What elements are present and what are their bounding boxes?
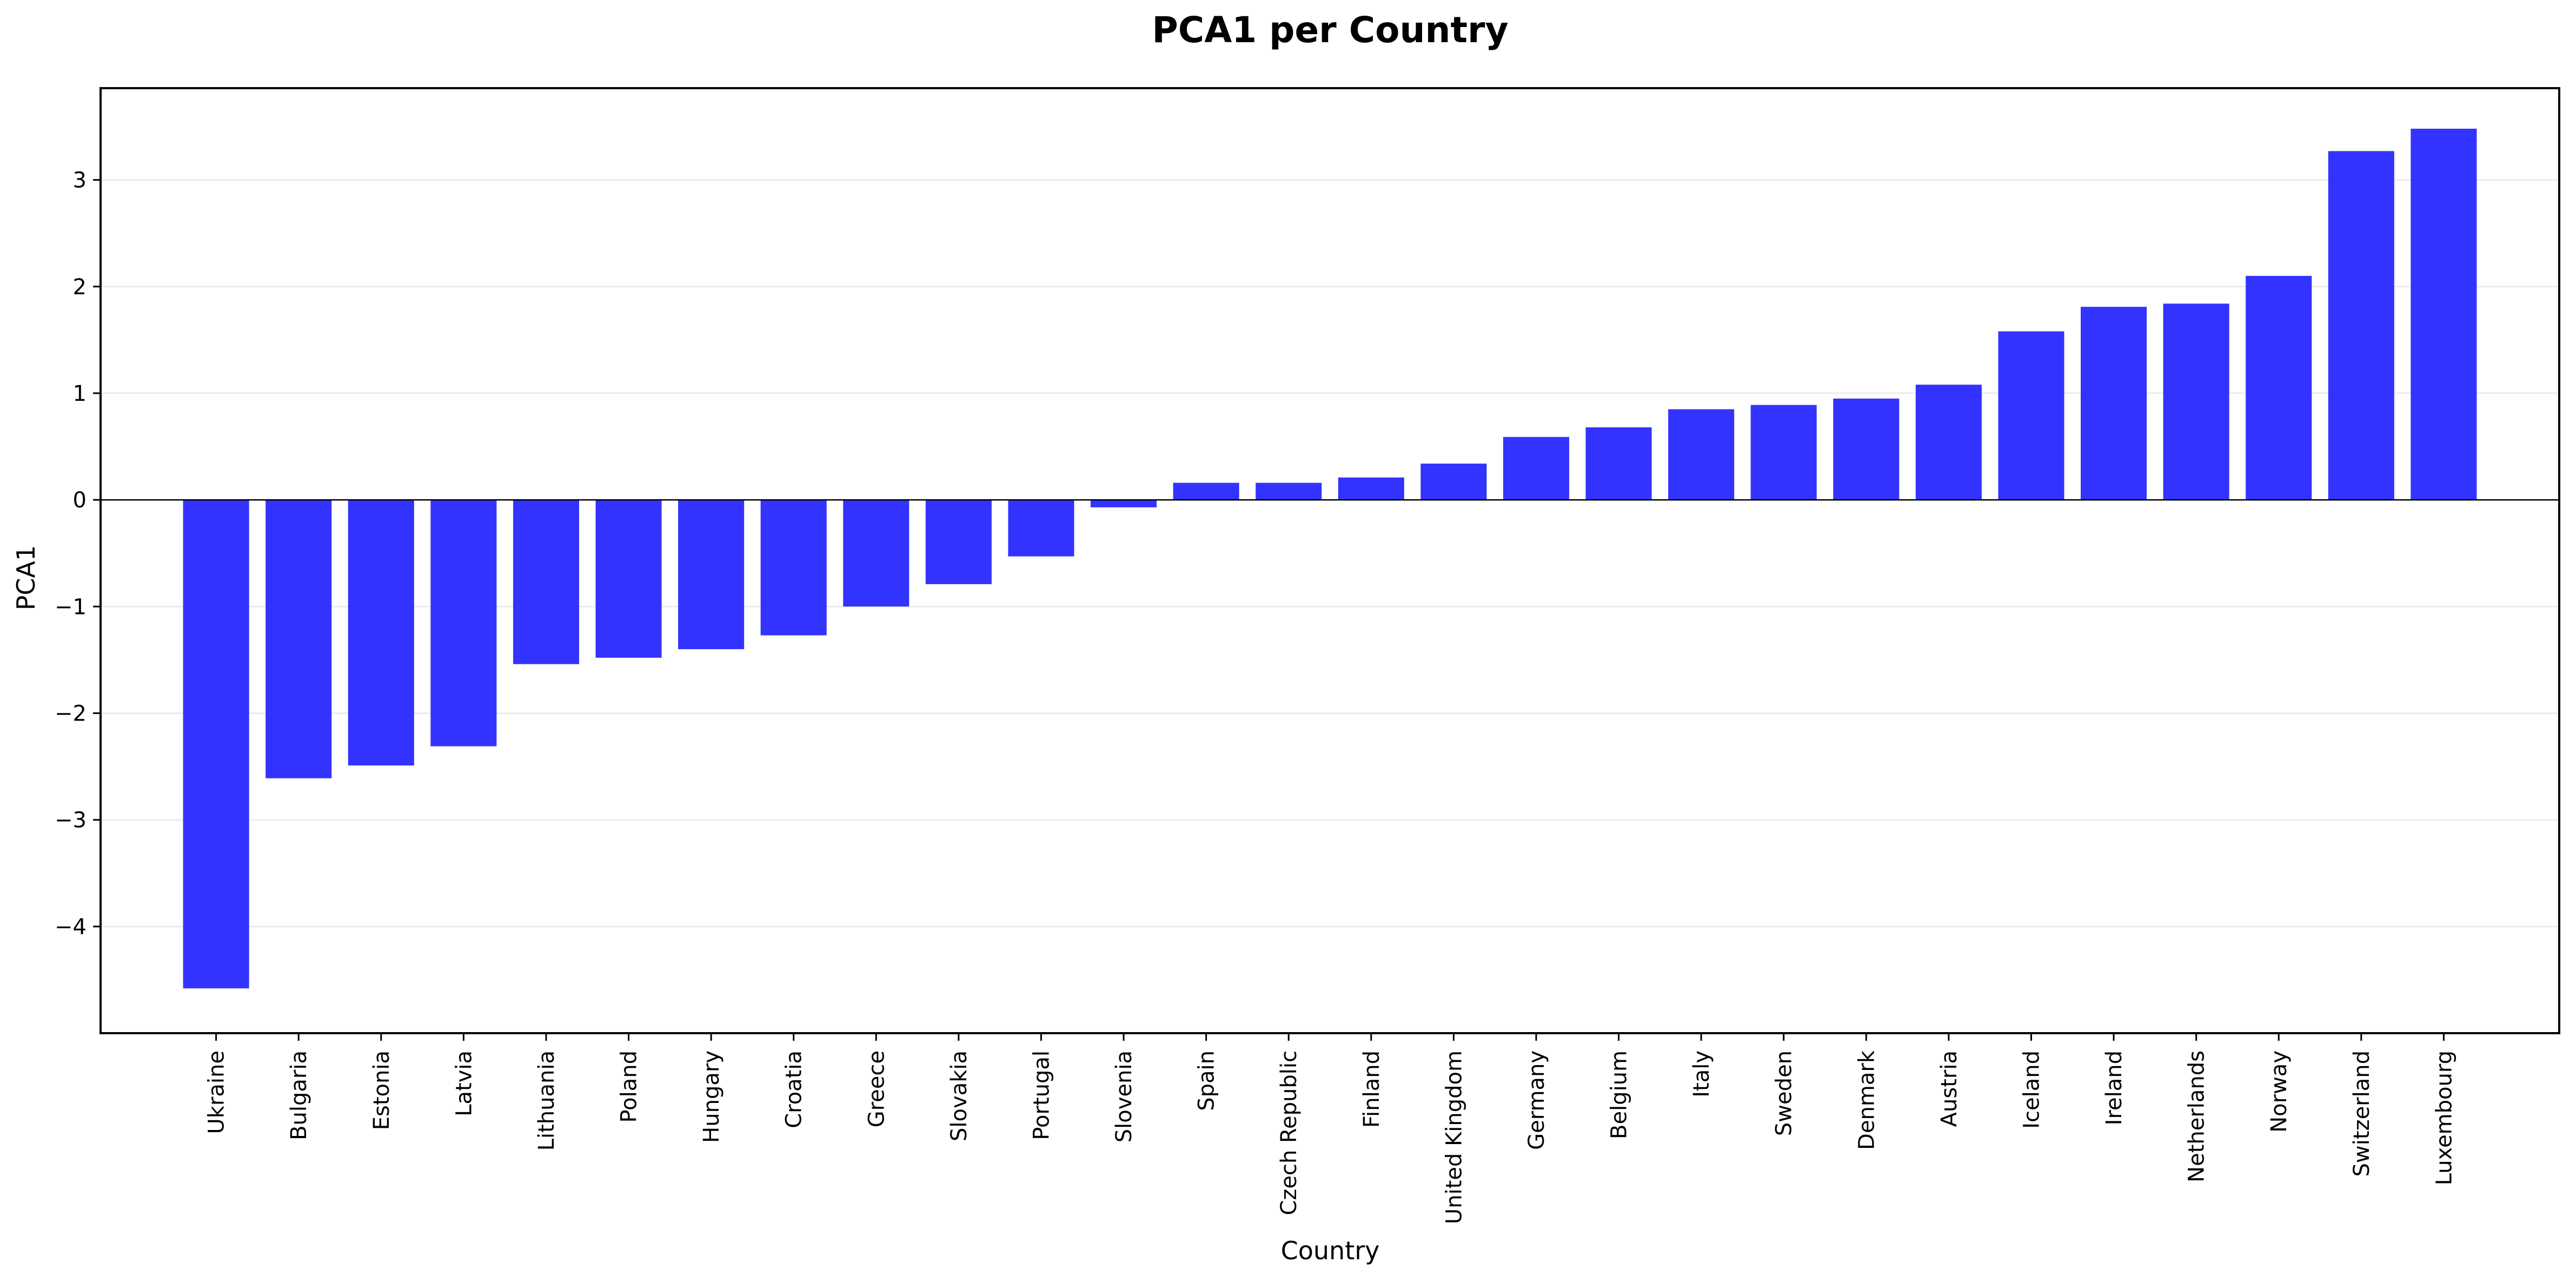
bar-ireland <box>2081 307 2147 500</box>
bar-switzerland <box>2328 151 2394 500</box>
bar-greece <box>843 500 909 607</box>
x-tick-label: Germany <box>1524 1050 1549 1150</box>
x-tick-label: Slovenia <box>1112 1050 1137 1142</box>
bar-united-kingdom <box>1420 464 1487 500</box>
bar-ukraine <box>183 500 249 989</box>
x-tick-label: Ireland <box>2102 1050 2127 1125</box>
x-tick-label: Poland <box>617 1050 642 1123</box>
x-tick-label: Croatia <box>782 1050 807 1128</box>
bar-czech-republic <box>1256 483 1322 500</box>
x-tick-label: Czech Republic <box>1277 1050 1302 1215</box>
x-tick-label: Belgium <box>1607 1050 1632 1139</box>
x-tick-label: Hungary <box>699 1050 724 1143</box>
x-tick-label: Switzerland <box>2349 1050 2374 1177</box>
bar-croatia <box>760 500 827 636</box>
x-tick-label: Sweden <box>1772 1050 1797 1136</box>
bar-iceland <box>1998 331 2064 500</box>
bar-hungary <box>678 500 745 650</box>
x-tick-label: Netherlands <box>2185 1050 2209 1182</box>
bar-netherlands <box>2163 303 2229 500</box>
bar-slovakia <box>925 500 992 584</box>
x-tick-label: United Kingdom <box>1442 1050 1466 1224</box>
bar-belgium <box>1585 427 1652 500</box>
bar-luxembourg <box>2411 128 2477 500</box>
bar-latvia <box>430 500 497 746</box>
bar-sweden <box>1750 405 1817 500</box>
y-axis-ticks: −4 −3 −2 −1 0 1 2 3 <box>55 168 101 940</box>
chart-title: PCA1 per Country <box>1152 9 1508 51</box>
bar-slovenia <box>1091 500 1157 507</box>
x-tick-label: Latvia <box>452 1050 476 1116</box>
x-tick-label: Denmark <box>1854 1050 1879 1150</box>
y-axis-label: PCA1 <box>11 545 41 611</box>
x-tick-label: Ukraine <box>204 1050 229 1134</box>
x-tick-label: Greece <box>864 1050 889 1127</box>
bar-italy <box>1668 409 1735 500</box>
bar-denmark <box>1833 398 1900 500</box>
y-tick-label: −1 <box>55 594 87 619</box>
x-tick-label: Slovakia <box>947 1050 972 1141</box>
x-tick-label: Luxembourg <box>2432 1050 2457 1185</box>
bar-norway <box>2246 276 2312 500</box>
x-tick-label: Estonia <box>369 1050 394 1130</box>
x-tick-label: Bulgaria <box>287 1050 311 1140</box>
bar-portugal <box>1008 500 1074 557</box>
x-tick-label: Lithuania <box>534 1050 559 1151</box>
bar-finland <box>1338 477 1404 500</box>
y-tick-label: −3 <box>55 808 87 833</box>
x-tick-label: Austria <box>1937 1050 1962 1127</box>
bar-lithuania <box>513 500 579 664</box>
bar-bulgaria <box>265 500 332 778</box>
x-tick-label: Iceland <box>2019 1050 2044 1129</box>
x-axis-ticks: Ukraine Bulgaria Estonia Latvia Lithuania Pol… <box>204 1033 2457 1224</box>
x-tick-label: Spain <box>1194 1050 1219 1111</box>
y-tick-label: 0 <box>73 488 87 513</box>
bar-poland <box>595 500 662 658</box>
x-tick-label: Finland <box>1359 1050 1384 1128</box>
x-tick-label: Norway <box>2267 1050 2292 1133</box>
bar-spain <box>1173 483 1239 500</box>
y-tick-label: 3 <box>73 168 87 193</box>
x-tick-label: Italy <box>1689 1050 1714 1098</box>
bar-germany <box>1503 437 1569 500</box>
y-tick-label: 2 <box>73 275 87 300</box>
bars <box>183 128 2477 989</box>
plot-frame <box>99 87 2560 1034</box>
x-axis-label: Country <box>1281 1236 1380 1265</box>
x-tick-label: Portugal <box>1029 1050 1054 1140</box>
y-tick-label: −2 <box>55 701 87 726</box>
y-tick-label: −4 <box>55 915 87 940</box>
y-tick-label: 1 <box>73 381 87 406</box>
bar-austria <box>1915 385 1982 500</box>
bar-estonia <box>348 500 414 766</box>
